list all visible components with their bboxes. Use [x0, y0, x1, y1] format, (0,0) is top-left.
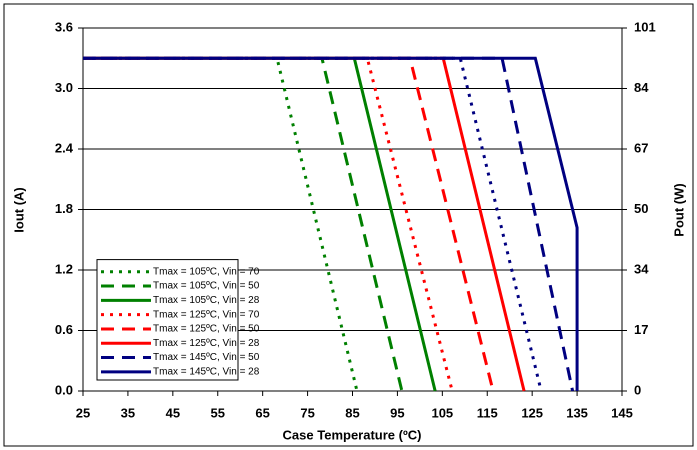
y2-tick-label: 17 — [634, 322, 648, 337]
y-tick-label: 0.0 — [55, 382, 73, 397]
y-tick-label: 0.6 — [55, 322, 73, 337]
legend-label: Tmax = 125ºC, Vin = 28 — [153, 338, 260, 349]
x-axis-label: Case Temperature (ºC) — [283, 427, 422, 442]
x-tick-label: 125 — [521, 405, 543, 420]
legend-label: Tmax = 125ºC, Vin = 50 — [153, 324, 260, 335]
y2-axis-label: Pout (W) — [671, 183, 686, 236]
legend-label: Tmax = 105ºC, Vin = 50 — [153, 281, 260, 292]
x-tick-label: 55 — [211, 405, 225, 420]
x-tick-label: 95 — [390, 405, 404, 420]
legend-label: Tmax = 105ºC, Vin = 28 — [153, 295, 260, 306]
x-tick-label: 25 — [76, 405, 90, 420]
legend-label: Tmax = 105ºC, Vin = 70 — [153, 266, 260, 277]
series-line — [83, 56, 454, 392]
y2-tick-label: 0 — [634, 382, 641, 397]
y-tick-label: 1.8 — [55, 201, 73, 216]
y2-tick-label: 101 — [634, 19, 656, 34]
x-tick-label: 35 — [121, 405, 135, 420]
x-tick-label: 135 — [566, 405, 588, 420]
series-line — [83, 56, 579, 391]
y-tick-label: 1.2 — [55, 261, 73, 276]
legend-label: Tmax = 125ºC, Vin = 70 — [153, 309, 260, 320]
y2-tick-label: 50 — [634, 201, 648, 216]
legend-label: Tmax = 145ºC, Vin = 50 — [153, 352, 260, 363]
x-tick-label: 115 — [477, 405, 498, 420]
y-axis-label: Iout (A) — [11, 187, 26, 232]
y2-tick-label: 34 — [634, 261, 649, 276]
x-tick-label: 65 — [255, 405, 269, 420]
y-tick-label: 3.6 — [55, 19, 73, 34]
y-tick-label: 3.0 — [55, 80, 73, 95]
legend-label: Tmax = 145ºC, Vin = 28 — [153, 366, 260, 377]
x-tick-label: 45 — [166, 405, 180, 420]
legend: Tmax = 105ºC, Vin = 70 Tmax = 105ºC, Vin … — [96, 259, 260, 381]
x-tick-label: 145 — [611, 405, 633, 420]
x-tick-label: 85 — [345, 405, 359, 420]
legend-box — [96, 259, 239, 381]
y2-tick-label: 67 — [634, 140, 648, 155]
y2-tick-label: 84 — [634, 80, 649, 95]
y-tick-label: 2.4 — [55, 140, 74, 155]
x-tick-label: 75 — [300, 405, 314, 420]
series-line — [83, 56, 543, 392]
x-tick-label: 105 — [431, 405, 453, 420]
